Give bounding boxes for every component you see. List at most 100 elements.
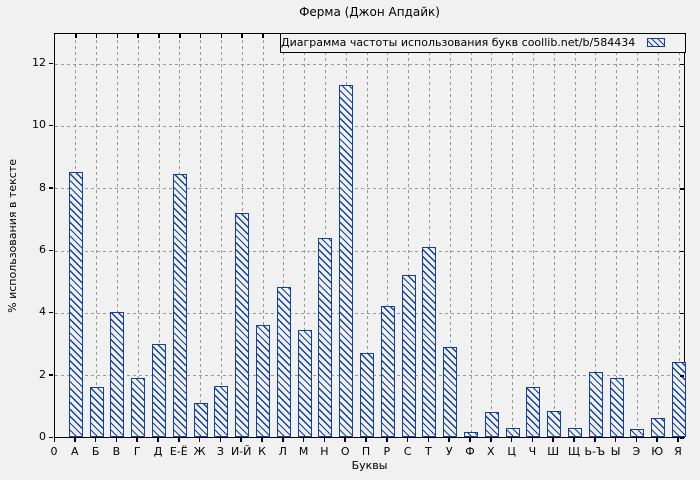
x-tick-label: С <box>403 445 412 458</box>
y-tick-mark <box>680 250 684 253</box>
x-tick-mark <box>74 438 76 442</box>
x-tick-label: Д <box>153 445 163 458</box>
y-tick-mark <box>49 124 53 127</box>
bar-Г <box>131 377 146 437</box>
x-tick-label: У <box>445 445 453 458</box>
x-tick-label: Ш <box>547 445 560 458</box>
x-gridline <box>574 34 576 437</box>
x-tick-mark <box>136 438 138 442</box>
x-tick-label: Р <box>383 445 391 458</box>
bar-Ы <box>609 377 624 437</box>
bar-О <box>339 84 354 437</box>
x-tick-label: Ж <box>193 445 206 458</box>
x-gridline <box>200 34 202 437</box>
y-tick-mark <box>680 188 684 190</box>
legend: Диаграмма частоты использования букв coo… <box>280 32 686 53</box>
x-gridline <box>387 34 389 437</box>
x-tick-mark <box>510 438 513 442</box>
x-tick-mark <box>469 438 471 442</box>
bar-Л <box>276 287 291 437</box>
x-axis-label: Буквы <box>351 459 388 472</box>
y-tick-mark <box>49 62 53 65</box>
bar-Ц <box>505 427 520 437</box>
x-tick-mark <box>365 438 367 442</box>
y-gridline <box>55 63 684 65</box>
x-tick-label: Я <box>674 445 682 458</box>
x-tick-mark <box>53 438 55 442</box>
legend-label: Диаграмма частоты использования букв coo… <box>281 36 636 49</box>
x-tick-label: Х <box>487 445 495 458</box>
x-tick-label: Щ <box>567 445 581 458</box>
x-tick-mark <box>179 34 181 38</box>
bar-Д <box>152 343 166 437</box>
bar-Э <box>630 429 645 437</box>
y-gridline <box>55 312 684 314</box>
bar-Я <box>672 362 686 437</box>
x-tick-mark <box>198 438 201 442</box>
x-tick-label: Г <box>133 445 141 458</box>
y-tick-mark <box>49 311 53 314</box>
bar-У <box>443 346 458 437</box>
x-tick-mark <box>220 34 223 38</box>
x-tick-mark <box>282 438 284 442</box>
x-tick-mark <box>448 438 450 442</box>
x-tick-label: Ц <box>507 445 516 458</box>
bar-Н <box>318 237 333 437</box>
x-tick-label: Л <box>278 445 287 458</box>
x-gridline <box>553 34 555 437</box>
x-tick-label: Б <box>91 445 100 458</box>
bar-Ч <box>526 387 541 437</box>
x-gridline <box>616 34 618 437</box>
y-gridline <box>55 188 684 190</box>
x-tick-mark <box>116 34 119 38</box>
bar-Х <box>484 412 499 437</box>
bar-З <box>214 385 229 437</box>
y-tick-label: 12 <box>32 56 46 70</box>
y-tick-label: 10 <box>32 118 46 132</box>
y-tick-mark <box>680 125 684 128</box>
x-tick-mark <box>199 34 202 38</box>
x-tick-mark <box>490 438 492 442</box>
x-gridline <box>137 34 139 437</box>
x-tick-mark <box>386 438 388 442</box>
x-tick-mark <box>677 438 679 442</box>
y-gridline <box>55 250 684 252</box>
bar-А <box>68 172 83 437</box>
y-tick-mark <box>49 187 53 189</box>
y-tick-label: 6 <box>39 243 46 257</box>
x-tick-label: Ь-Ъ <box>584 445 606 458</box>
x-tick-label: И-Й <box>230 445 252 458</box>
bar-Ю <box>651 418 666 437</box>
bar-В <box>110 312 125 437</box>
y-tick-label: 8 <box>39 180 46 194</box>
x-gridline <box>595 34 597 437</box>
y-tick-mark <box>49 374 53 376</box>
x-tick-mark <box>137 34 139 38</box>
bar-Ф <box>464 432 478 437</box>
x-gridline <box>657 34 659 437</box>
x-gridline <box>283 34 285 437</box>
x-gridline <box>636 34 638 437</box>
bar-Т <box>422 246 437 437</box>
bar-К <box>256 324 270 437</box>
x-tick-mark <box>262 34 264 38</box>
x-gridline <box>408 34 410 437</box>
x-gridline <box>116 34 118 437</box>
x-tick-mark <box>427 438 430 442</box>
x-tick-label: Ф <box>465 445 475 458</box>
x-tick-label: М <box>298 445 309 458</box>
x-gridline <box>532 34 534 437</box>
bar-П <box>360 352 374 437</box>
x-gridline <box>491 34 493 437</box>
y-tick-label: 0 <box>39 430 46 443</box>
y-tick-mark <box>49 249 53 252</box>
x-tick-label: К <box>258 445 266 458</box>
y-tick-mark <box>680 63 684 66</box>
x-gridline <box>470 34 472 437</box>
x-gridline <box>304 34 306 437</box>
x-tick-mark <box>75 34 77 38</box>
bar-Ь-Ъ <box>588 371 603 437</box>
x-tick-label: Ч <box>528 445 537 458</box>
x-tick-mark <box>552 438 554 442</box>
